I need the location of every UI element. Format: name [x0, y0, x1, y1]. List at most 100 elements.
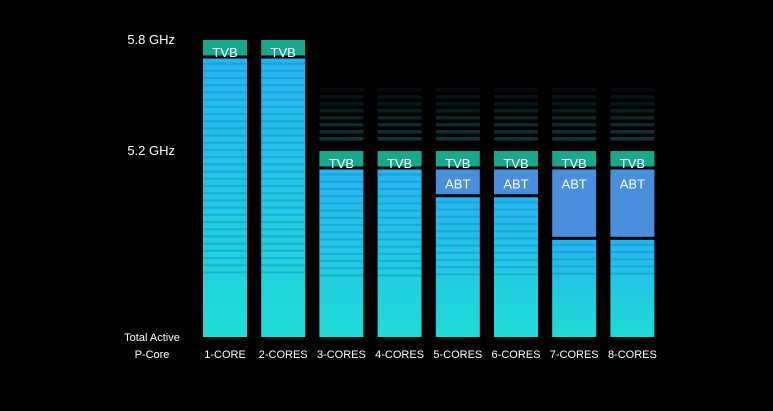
bar-base-1-core — [203, 58, 247, 337]
bar-stripe — [261, 141, 306, 144]
bar-tvb-5-cores — [435, 151, 480, 167]
bar-stripe — [552, 243, 597, 246]
bar-stripe — [203, 141, 247, 144]
bar-stripe — [261, 220, 306, 224]
ghost-stripes-4-cores — [377, 88, 422, 141]
bar-stripe — [377, 216, 422, 219]
ghost-stripe — [610, 137, 655, 141]
bar-tvb-7-cores — [552, 151, 597, 167]
ghost-stripe — [610, 123, 655, 127]
ghost-stripe — [435, 137, 480, 141]
tvb-label-3-cores: TVB — [329, 156, 354, 171]
bar-stripe — [494, 258, 538, 262]
bar-stripe — [319, 259, 364, 263]
ghost-stripe — [377, 130, 422, 134]
x-axis-title-line-2: P-Core — [135, 349, 170, 361]
bar-stripe — [261, 91, 306, 94]
category-label-2-cores: 2-CORES — [259, 349, 308, 361]
bar-stripe — [203, 264, 247, 267]
bar-stripes-2-cores — [261, 62, 306, 274]
ghost-stripe — [319, 88, 364, 92]
bar-stripe — [377, 195, 422, 198]
bar-stripe — [552, 251, 597, 254]
abt-label-8-cores: ABT — [620, 177, 645, 192]
bar-stripe — [261, 213, 306, 216]
bar-stripe — [203, 184, 247, 188]
bar-stripe — [319, 187, 364, 191]
bar-abt-7-cores — [552, 169, 597, 237]
ghost-stripe — [552, 123, 597, 127]
bar-stripe — [319, 274, 364, 277]
ghost-stripe — [494, 130, 538, 134]
ghost-stripe — [377, 116, 422, 120]
bar-stripe — [203, 170, 247, 173]
ghost-stripe — [319, 102, 364, 106]
bar-stripe — [435, 201, 480, 204]
bar-stripe — [261, 156, 306, 159]
bar-stripe — [203, 91, 247, 94]
bar-stripe — [494, 208, 538, 211]
ghost-stripe — [377, 123, 422, 127]
ghost-stripe — [319, 130, 364, 134]
tvb-label-6-cores: TVB — [503, 156, 528, 171]
abt-label-6-cores: ABT — [503, 177, 528, 192]
bar-abt-8-cores — [610, 169, 655, 237]
bar-stripe — [261, 177, 306, 180]
bar-stripe — [552, 258, 597, 261]
x-axis-title: Total Active P-Core — [124, 332, 180, 361]
bar-stripe — [319, 195, 364, 198]
bar-tvb-2-cores — [261, 40, 306, 56]
ghost-stripe — [494, 102, 538, 106]
ghost-stripe — [435, 88, 480, 92]
bar-stripe — [377, 187, 422, 191]
bar-stripe — [261, 249, 306, 252]
bar-tvb-4-cores — [377, 151, 422, 167]
bar-tvb-1-core — [203, 40, 247, 56]
tvb-label-7-cores: TVB — [562, 156, 587, 171]
y-axis-ticks: 5.8 GHz 5.2 GHz — [127, 32, 175, 158]
y-tick-label-5-8: 5.8 GHz — [127, 32, 175, 47]
bar-base-2-cores — [261, 58, 306, 337]
bar-stripe — [377, 259, 422, 263]
bar-stripe — [261, 256, 306, 260]
bar-stripe — [261, 134, 306, 137]
bar-stripes-6-cores — [494, 201, 538, 276]
ghost-stripe — [552, 116, 597, 120]
ghost-stripe — [552, 95, 597, 99]
bar-stripe — [552, 272, 597, 275]
bar-stripe — [377, 252, 422, 255]
bar-stripe — [261, 105, 306, 108]
bar-stripe — [203, 112, 247, 116]
ghost-stripe — [552, 137, 597, 141]
ghost-stripe — [610, 109, 655, 113]
bar-stripe — [203, 120, 247, 123]
ghost-stripes-5-cores — [435, 88, 480, 141]
bar-stripe — [319, 173, 364, 176]
bar-stripe — [319, 209, 364, 212]
bar-stripe — [435, 215, 480, 218]
bar-stripe — [435, 208, 480, 211]
category-labels: 1-CORE 2-CORES 3-CORES 4-CORES 5-CORES 6-CORE… — [204, 349, 657, 361]
ghost-stripe — [494, 137, 538, 141]
bar-stripe — [435, 237, 480, 240]
bar-stripe — [377, 267, 422, 270]
bar-stripe — [261, 69, 306, 72]
ghost-stripes-8-cores — [610, 88, 655, 141]
bar-base-4-cores — [377, 169, 422, 337]
bar-stripe — [610, 243, 655, 246]
bar-stripe — [610, 251, 655, 254]
bar-stripe — [494, 222, 538, 226]
bar-stripe — [261, 84, 306, 87]
ghost-stripe — [494, 123, 538, 127]
bar-stripe — [261, 199, 306, 202]
bar-stripe — [261, 271, 306, 274]
bar-stripe — [377, 202, 422, 205]
bar-stripe — [203, 242, 247, 245]
bar-stripe — [319, 216, 364, 219]
ghost-stripe — [552, 102, 597, 106]
ghost-stripes-3-cores — [319, 88, 364, 141]
bar-stripe — [203, 127, 247, 130]
bar-stripe — [203, 228, 247, 231]
bar-stripe — [203, 134, 247, 137]
bar-base-8-cores — [610, 239, 655, 337]
